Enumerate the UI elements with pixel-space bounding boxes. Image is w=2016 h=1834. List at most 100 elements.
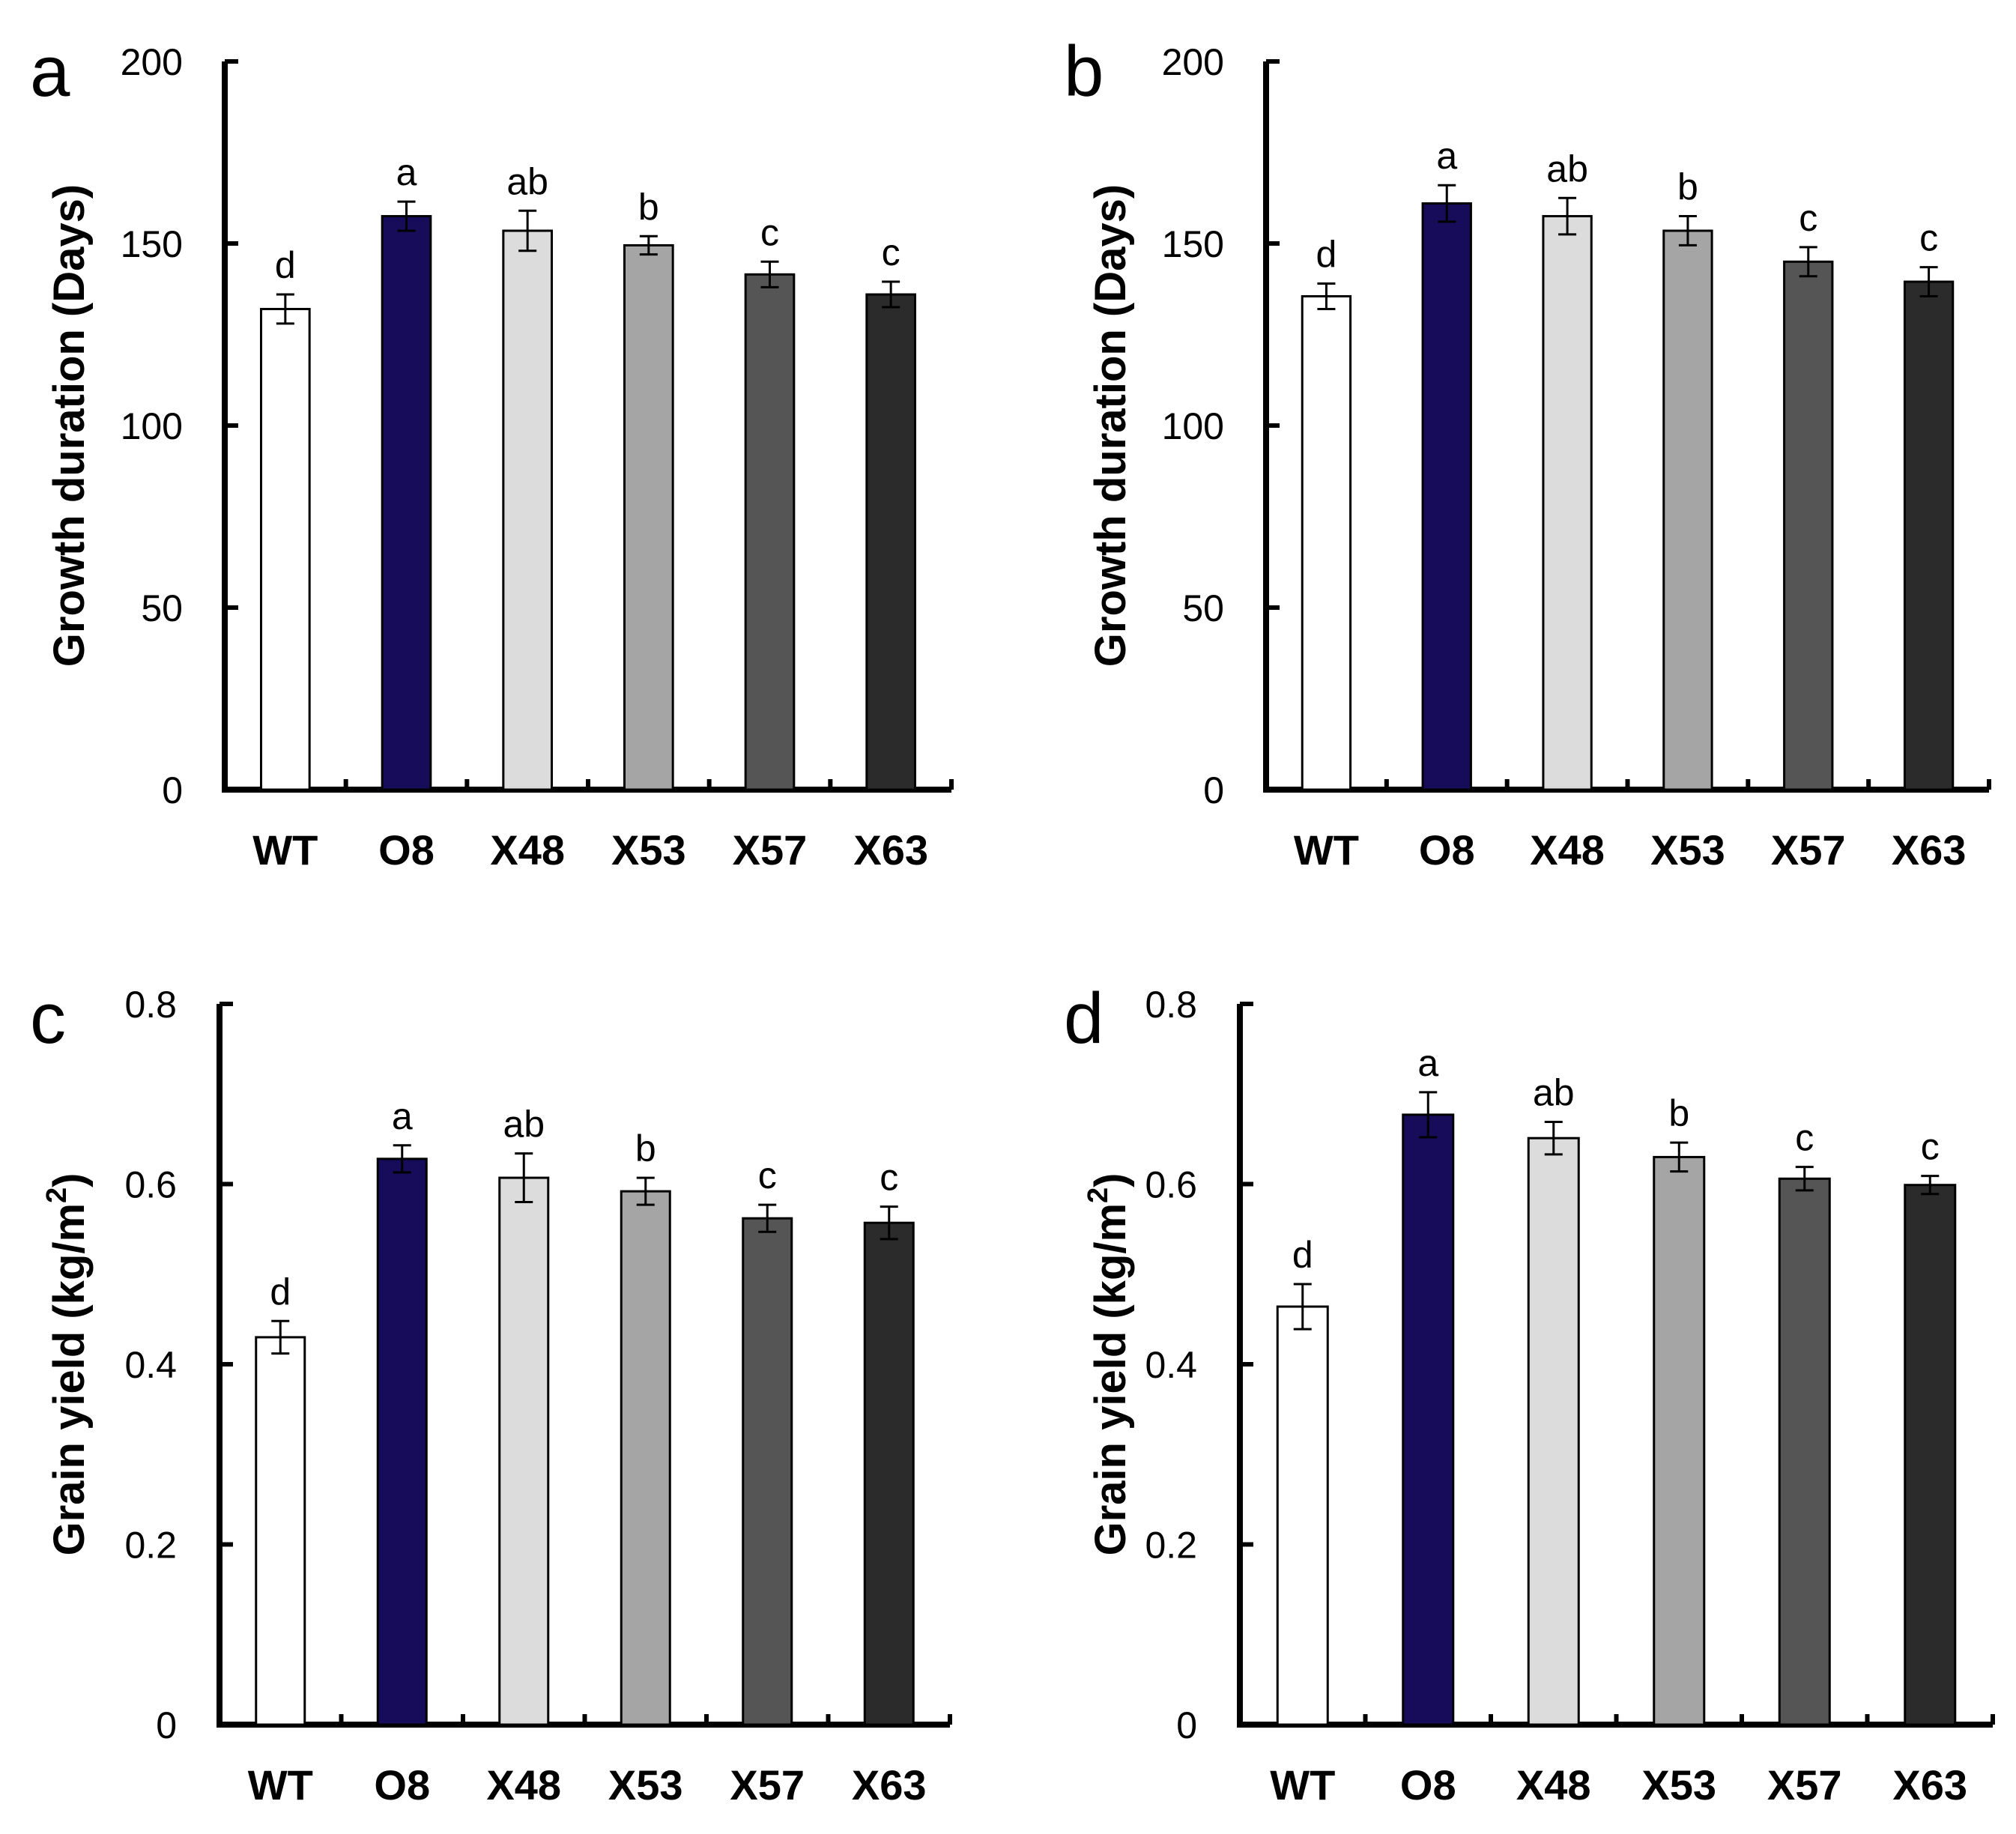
x-tick-label: X63 [852, 1761, 927, 1809]
bar-x48 [1542, 215, 1593, 791]
significance-letter: c [758, 1154, 777, 1196]
x-tick-label: X57 [733, 826, 808, 874]
x-tick-label: O8 [1419, 826, 1475, 874]
significance-letter: ab [1533, 1072, 1575, 1114]
bar-x48 [1527, 1137, 1580, 1726]
significance-letter: c [1921, 1126, 1940, 1168]
significance-letter: b [635, 1128, 656, 1169]
bar-x53 [620, 1190, 671, 1726]
x-tick-label: X48 [1530, 826, 1605, 874]
significance-letter: c [1795, 1117, 1814, 1159]
bar-o8 [376, 1157, 428, 1726]
x-tick-label: X53 [1641, 1761, 1716, 1809]
y-tick-label: 0.4 [1145, 1344, 1197, 1386]
bar-x63 [1904, 1184, 1957, 1726]
y-tick-label: 0.2 [1145, 1525, 1197, 1567]
y-tick-label: 150 [121, 223, 183, 265]
significance-letter: d [275, 244, 296, 286]
significance-letter: ab [1546, 148, 1588, 190]
x-tick-label: WT [252, 826, 318, 874]
y-axis-label: Grain yield (kg/m2) [1083, 1172, 1135, 1555]
x-tick-label: X48 [1516, 1761, 1591, 1809]
significance-letter: d [1292, 1234, 1313, 1276]
bar-o8 [1421, 202, 1472, 791]
y-tick-label: 50 [1182, 587, 1224, 629]
bar-x63 [1903, 280, 1955, 791]
significance-letter: b [1677, 166, 1698, 208]
chart-panel-d: d Grain yield (kg/m2) 0 0.2 0.4 0.6 0.8 d WT a O8 a… [1064, 978, 1995, 1809]
x-tick-label: X48 [490, 826, 565, 874]
y-tick-label: 0.6 [1145, 1164, 1197, 1206]
x-tick-label: X63 [1892, 1761, 1967, 1809]
bar-x48 [498, 1176, 550, 1726]
bar-x57 [1783, 260, 1834, 791]
panel-letter: d [1064, 978, 1104, 1059]
x-tick-label: X53 [1650, 826, 1725, 874]
bar-x53 [1653, 1155, 1706, 1726]
significance-letter: c [760, 211, 779, 253]
x-tick-label: X63 [853, 826, 928, 874]
significance-letter: c [882, 231, 900, 273]
bar-o8 [381, 215, 432, 791]
y-tick-label: 100 [1162, 405, 1224, 447]
x-tick-label: X53 [608, 1761, 683, 1809]
x-tick-label: X48 [486, 1761, 561, 1809]
x-tick-label: WT [248, 1761, 313, 1809]
y-tick-label: 150 [1162, 223, 1224, 265]
chart-panel-c: c Grain yield (kg/m2) 0 0.2 0.4 0.6 0.8 d WT a O8 a… [30, 978, 952, 1809]
y-tick-label: 100 [121, 405, 183, 447]
significance-letter: c [880, 1157, 898, 1199]
x-tick-label: X57 [1767, 1761, 1842, 1809]
y-tick-label: 0 [1203, 769, 1224, 811]
y-tick-label: 0.8 [124, 984, 177, 1026]
bar-x57 [742, 1217, 793, 1726]
significance-letter: a [1436, 135, 1457, 177]
significance-letter: a [392, 1095, 413, 1137]
significance-letter: a [396, 151, 417, 193]
panel-letter: b [1064, 31, 1104, 112]
chart-panel-b: b Growth duration (Days) 0 50 100 150 200 d WT a O… [1064, 31, 1991, 874]
bar-x63 [863, 1221, 915, 1726]
x-tick-label: WT [1270, 1761, 1335, 1809]
bar-x63 [865, 293, 917, 791]
y-tick-label: 0 [1176, 1704, 1197, 1746]
x-tick-label: O8 [378, 826, 435, 874]
significance-letter: a [1417, 1042, 1438, 1084]
bar-x57 [1778, 1177, 1831, 1726]
panel-letter: c [30, 978, 66, 1059]
significance-letter: d [1316, 233, 1337, 275]
bar-wt [1301, 294, 1352, 791]
bar-x53 [1662, 229, 1713, 791]
bar-x48 [502, 229, 553, 791]
y-tick-label: 200 [1162, 41, 1224, 83]
bar-wt [1276, 1305, 1329, 1726]
y-tick-label: 0.6 [124, 1164, 177, 1206]
x-tick-label: O8 [1400, 1761, 1456, 1809]
significance-letter: d [270, 1271, 291, 1313]
significance-letter: c [1799, 197, 1817, 239]
significance-letter: c [1919, 217, 1938, 259]
bar-wt [260, 307, 311, 791]
significance-letter: b [638, 186, 659, 228]
y-axis-label: Growth duration (Days) [1086, 184, 1135, 667]
y-tick-label: 0.8 [1145, 984, 1197, 1026]
x-tick-label: X57 [730, 1761, 805, 1809]
x-tick-label: X53 [611, 826, 686, 874]
x-tick-label: O8 [374, 1761, 430, 1809]
y-tick-label: 0 [162, 769, 183, 811]
y-tick-label: 0.4 [124, 1344, 177, 1386]
y-tick-label: 0 [156, 1704, 177, 1746]
bar-x57 [744, 273, 796, 791]
x-tick-label: WT [1294, 826, 1359, 874]
significance-letter: ab [506, 160, 548, 202]
panel-letter: a [30, 31, 70, 112]
bar-o8 [1402, 1113, 1455, 1726]
bar-x53 [623, 243, 674, 791]
significance-letter: ab [503, 1104, 545, 1146]
significance-letter: b [1668, 1092, 1689, 1134]
chart-panel-a: a Growth duration (Days) 0 50 100 150 200 d WT a O… [30, 31, 954, 874]
x-tick-label: X63 [1892, 826, 1967, 874]
y-tick-label: 50 [141, 587, 183, 629]
x-tick-label: X57 [1771, 826, 1846, 874]
